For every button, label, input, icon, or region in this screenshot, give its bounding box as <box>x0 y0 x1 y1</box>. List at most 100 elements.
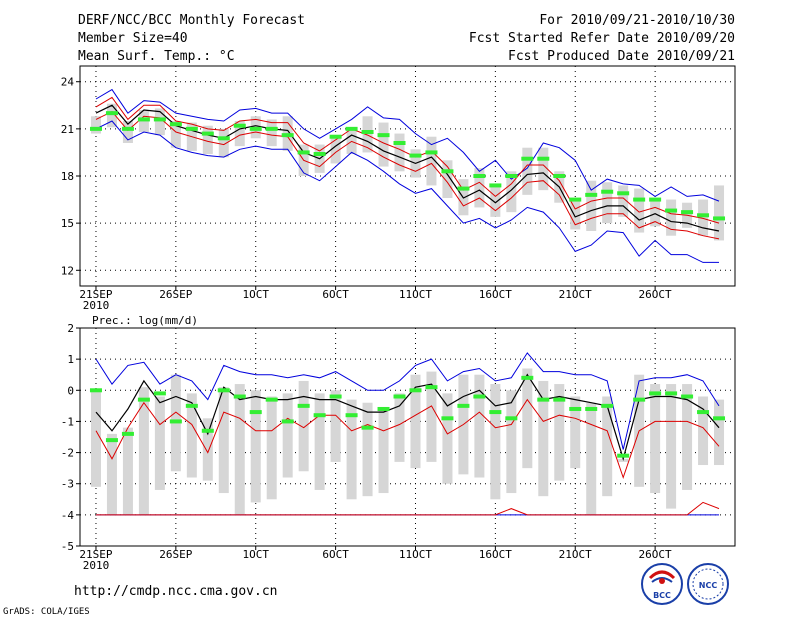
spread-box <box>490 384 501 500</box>
member-marker <box>233 123 246 128</box>
member-marker <box>297 150 310 155</box>
member-marker <box>569 197 582 202</box>
grads-credit: GrADS: COLA/IGES <box>3 607 90 617</box>
spread-box <box>714 185 725 241</box>
member-marker <box>665 391 678 396</box>
spread-box <box>330 138 341 164</box>
x-tick-label: 21OCT <box>559 548 592 561</box>
spread-box <box>634 188 645 233</box>
spread-box <box>394 133 405 172</box>
spread-box <box>362 402 373 497</box>
spread-box <box>650 384 661 494</box>
member-marker <box>137 397 150 402</box>
member-marker <box>521 375 534 380</box>
spread-box <box>298 380 309 472</box>
member-marker <box>617 453 630 458</box>
spread-box <box>682 384 693 490</box>
member-marker <box>121 431 134 436</box>
x-tick-sublabel: 2010 <box>83 559 110 572</box>
member-marker <box>201 131 214 136</box>
member-marker <box>217 388 230 393</box>
member-marker <box>425 150 438 155</box>
precip-title: Prec.: log(mm/d) <box>92 314 198 327</box>
member-marker <box>377 406 390 411</box>
member-marker <box>697 213 710 218</box>
spread-box <box>122 427 133 515</box>
series-mean-minus-sd-line <box>95 110 720 240</box>
x-tick-sublabel: 2010 <box>83 299 110 312</box>
y-tick-label: -2 <box>61 447 74 460</box>
spread-box <box>202 125 213 154</box>
member-marker <box>633 197 646 202</box>
member-marker <box>249 126 262 131</box>
spread-box <box>618 185 629 217</box>
spread-box <box>650 198 661 227</box>
y-tick-label: -5 <box>61 540 74 553</box>
footer-url[interactable]: http://cmdp.ncc.cma.gov.cn <box>74 584 278 599</box>
forecast-period: For 2010/09/21-2010/10/30 <box>539 13 735 28</box>
member-marker <box>457 403 470 408</box>
member-marker <box>553 397 566 402</box>
plot-frame <box>79 327 736 547</box>
ncc-logo-text: NCC <box>699 581 718 590</box>
member-marker <box>505 416 518 421</box>
spread-box <box>90 116 101 134</box>
ncc-logo: NCC <box>687 563 729 605</box>
spread-box <box>474 374 485 478</box>
member-marker <box>281 133 294 138</box>
member-marker <box>393 394 406 399</box>
member-marker <box>233 394 246 399</box>
spread-box <box>154 108 165 136</box>
member-marker <box>137 117 150 122</box>
member-marker <box>585 192 598 197</box>
spread-box <box>234 384 245 515</box>
member-marker <box>329 394 342 399</box>
spread-box <box>218 387 229 494</box>
member-marker <box>665 208 678 213</box>
x-tick-label: 26SEP <box>159 548 192 561</box>
y-tick-label: 18 <box>61 170 74 183</box>
series-lower-red-line <box>96 501 720 516</box>
spread-box <box>106 433 117 515</box>
member-marker <box>89 126 102 131</box>
member-marker <box>617 191 630 196</box>
spread-box <box>282 393 293 478</box>
spread-box <box>442 393 453 484</box>
member-marker <box>489 410 502 415</box>
member-marker <box>537 397 550 402</box>
spread-box <box>266 396 277 500</box>
member-marker <box>649 391 662 396</box>
spread-box <box>90 390 101 487</box>
member-marker <box>217 136 230 141</box>
member-marker <box>553 174 566 178</box>
spread-box <box>522 147 533 195</box>
member-marker <box>569 406 582 411</box>
spread-box <box>666 199 677 236</box>
spread-box <box>378 122 389 167</box>
spread-box <box>666 384 677 509</box>
member-marker <box>313 413 326 418</box>
member-marker <box>505 174 518 178</box>
member-marker <box>601 189 614 194</box>
x-tick-label: 11OCT <box>399 548 432 561</box>
series-max-line <box>95 88 720 202</box>
series-mean-plus-sd-line <box>95 96 720 224</box>
x-tick-label: 26SEP <box>159 288 192 301</box>
member-marker <box>473 174 486 178</box>
member-marker <box>361 425 374 430</box>
member-marker <box>441 416 454 421</box>
spread-box <box>170 121 181 148</box>
member-marker <box>441 169 454 174</box>
member-marker <box>297 403 310 408</box>
y-tick-label: 1 <box>67 353 74 366</box>
y-tick-label: 24 <box>61 76 75 89</box>
member-marker <box>409 153 422 158</box>
spread-box <box>602 396 613 497</box>
spread-box <box>506 390 517 494</box>
spread-box <box>538 147 549 191</box>
spread-box <box>154 396 165 490</box>
x-tick-label: 21SEP <box>79 288 112 301</box>
member-marker <box>713 216 726 221</box>
member-marker <box>345 126 358 131</box>
